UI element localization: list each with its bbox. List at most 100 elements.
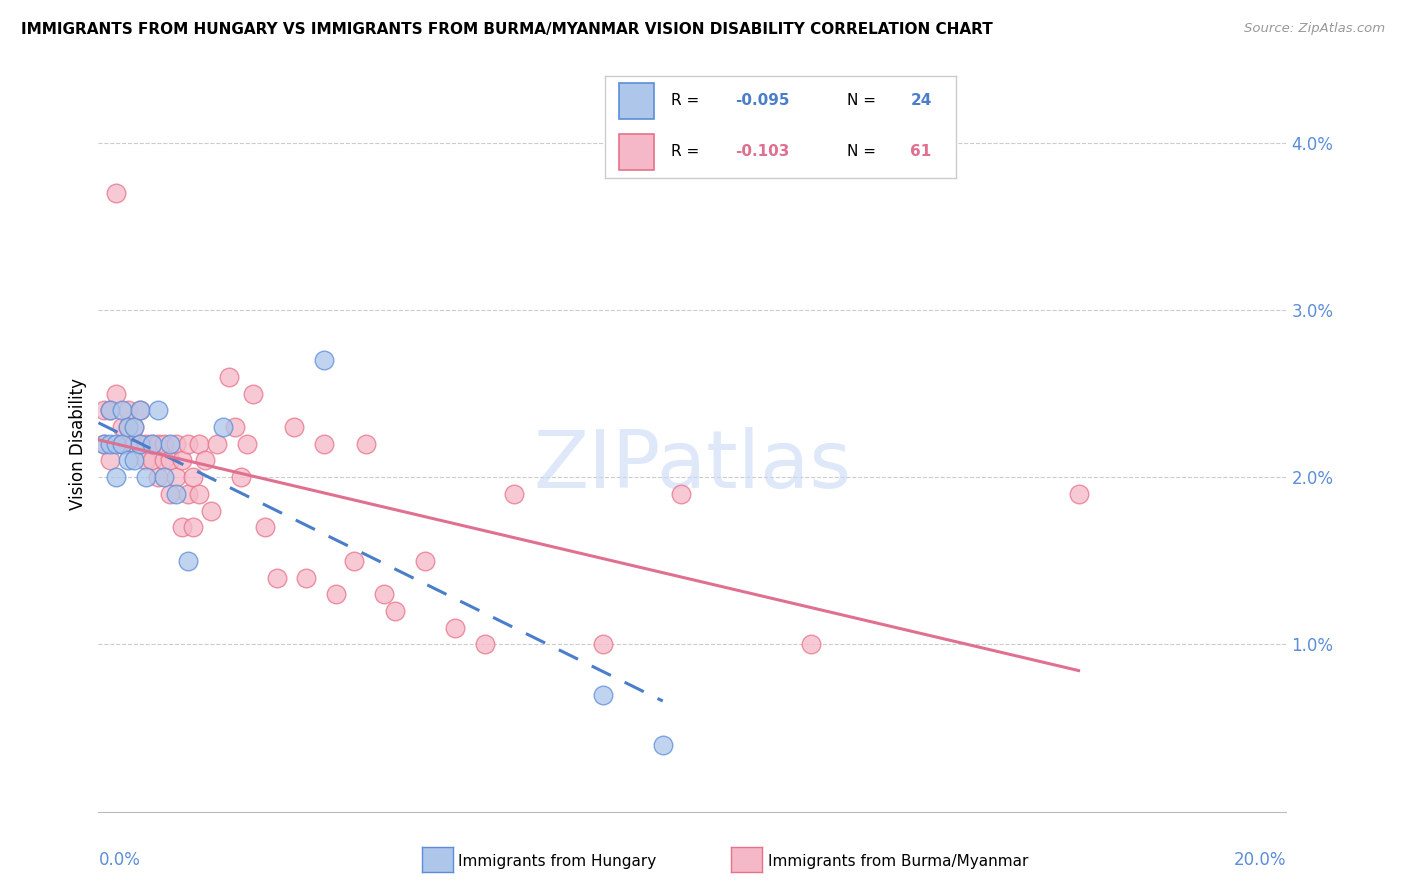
Point [669, 487, 692, 501]
Point [384, 604, 406, 618]
Text: -0.095: -0.095 [734, 93, 789, 108]
Point [129, 436, 152, 450]
Point [129, 403, 152, 417]
Point [229, 470, 252, 484]
Point [295, 571, 318, 585]
Point [152, 453, 174, 467]
Point [141, 436, 163, 450]
Point [146, 403, 169, 417]
Point [98, 403, 121, 417]
Text: 61: 61 [911, 145, 932, 160]
Point [165, 487, 187, 501]
Point [413, 554, 436, 568]
Text: 20.0%: 20.0% [1234, 851, 1286, 869]
Text: 24: 24 [911, 93, 932, 108]
Point [98, 453, 121, 467]
Point [165, 436, 187, 450]
Point [93, 403, 115, 417]
Point [105, 436, 128, 450]
Point [117, 403, 139, 417]
Point [443, 621, 465, 635]
Point [111, 436, 134, 450]
Text: IMMIGRANTS FROM HUNGARY VS IMMIGRANTS FROM BURMA/MYANMAR VISION DISABILITY CORRE: IMMIGRANTS FROM HUNGARY VS IMMIGRANTS FR… [21, 22, 993, 37]
Point [474, 637, 496, 651]
Point [93, 436, 115, 450]
Text: N =: N = [846, 145, 882, 160]
Point [354, 436, 377, 450]
Point [111, 403, 134, 417]
Point [503, 487, 526, 501]
Point [105, 470, 128, 484]
Point [314, 353, 336, 368]
Point [152, 470, 174, 484]
Point [117, 420, 139, 434]
Point [1067, 487, 1090, 501]
Point [93, 436, 115, 450]
Point [266, 571, 288, 585]
Point [135, 436, 157, 450]
Point [592, 688, 614, 702]
Text: R =: R = [672, 145, 704, 160]
Point [176, 487, 198, 501]
Point [170, 520, 193, 534]
Bar [619, 135, 654, 170]
Point [651, 738, 673, 752]
Point [236, 436, 259, 450]
Point [343, 554, 366, 568]
Point [194, 453, 217, 467]
Text: Immigrants from Burma/Myanmar: Immigrants from Burma/Myanmar [768, 855, 1028, 869]
Point [122, 436, 145, 450]
Point [176, 436, 198, 450]
Point [117, 436, 139, 450]
Point [122, 420, 145, 434]
Point [205, 436, 228, 450]
Point [283, 420, 305, 434]
Point [176, 554, 198, 568]
Point [105, 386, 128, 401]
Point [122, 453, 145, 467]
Point [141, 453, 163, 467]
Point [242, 386, 264, 401]
Point [159, 453, 181, 467]
Text: Immigrants from Hungary: Immigrants from Hungary [458, 855, 657, 869]
Point [183, 520, 205, 534]
Bar [619, 83, 654, 119]
Point [146, 436, 169, 450]
Text: ZIPatlas: ZIPatlas [533, 427, 852, 505]
Point [105, 186, 128, 200]
Point [98, 403, 121, 417]
Point [592, 637, 614, 651]
Point [800, 637, 823, 651]
Point [188, 487, 211, 501]
Y-axis label: Vision Disability: Vision Disability [69, 378, 87, 509]
Point [253, 520, 276, 534]
Point [165, 470, 187, 484]
Text: N =: N = [846, 93, 882, 108]
Point [373, 587, 395, 601]
Point [314, 436, 336, 450]
Text: R =: R = [672, 93, 704, 108]
Text: -0.103: -0.103 [734, 145, 789, 160]
Point [152, 436, 174, 450]
Point [135, 470, 157, 484]
Point [122, 420, 145, 434]
Point [212, 420, 235, 434]
Point [117, 420, 139, 434]
Point [98, 436, 121, 450]
Point [325, 587, 347, 601]
Point [111, 420, 134, 434]
Point [170, 453, 193, 467]
Point [224, 420, 246, 434]
Point [135, 453, 157, 467]
Point [159, 436, 181, 450]
Text: 0.0%: 0.0% [98, 851, 141, 869]
Point [200, 503, 222, 517]
Text: Source: ZipAtlas.com: Source: ZipAtlas.com [1244, 22, 1385, 36]
Point [159, 487, 181, 501]
Point [146, 470, 169, 484]
Point [129, 403, 152, 417]
Point [218, 369, 240, 384]
Point [129, 436, 152, 450]
Point [117, 453, 139, 467]
Point [183, 470, 205, 484]
